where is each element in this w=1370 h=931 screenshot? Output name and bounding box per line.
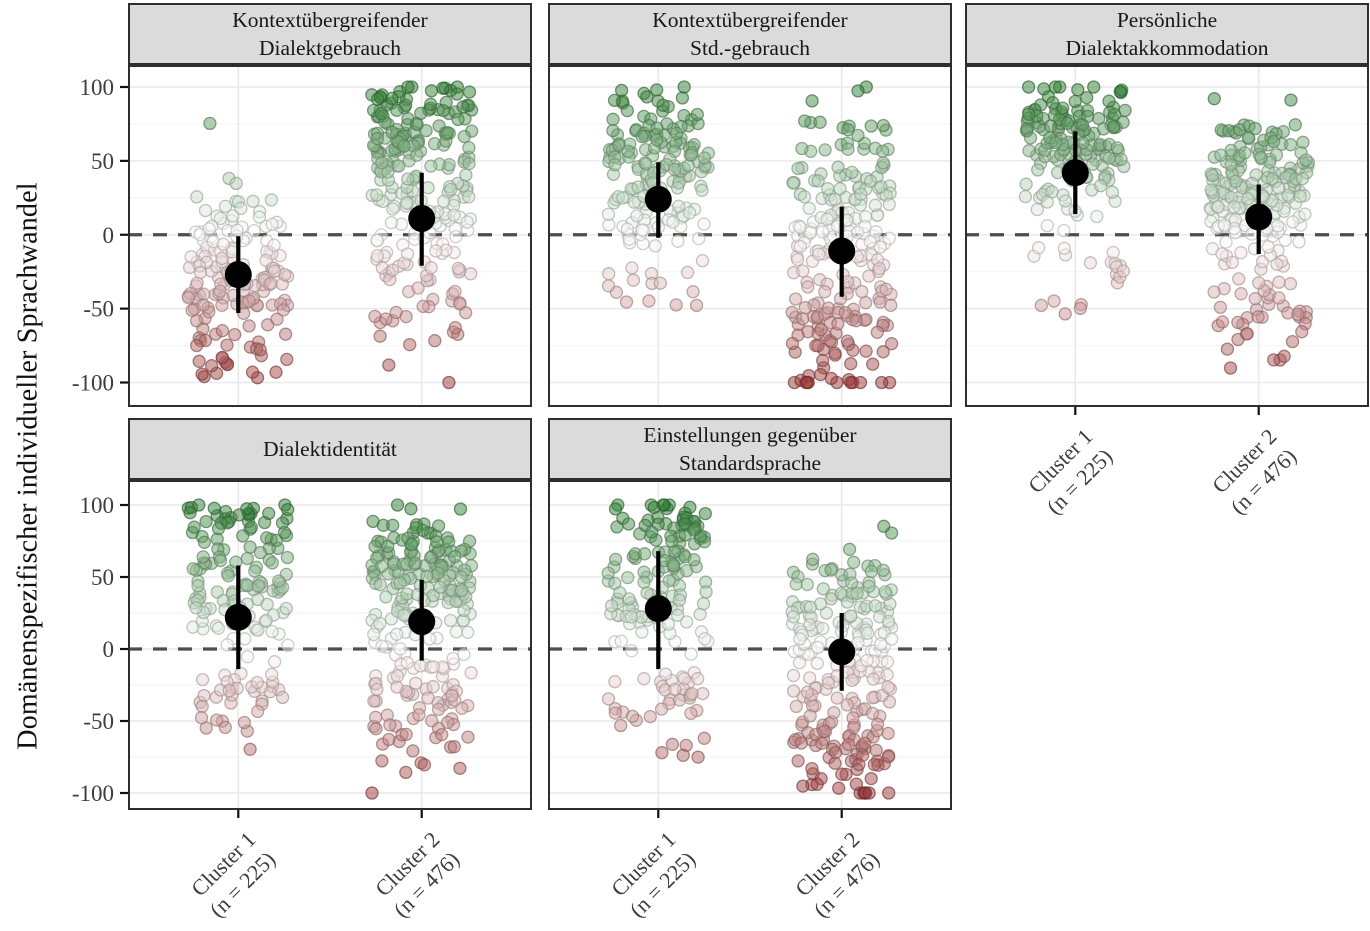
y-tick-label: 0 [103, 223, 115, 248]
facet-title-line: Std.-gebrauch [689, 36, 810, 60]
y-axis-title: Domänenspezifischer individueller Sprach… [0, 0, 58, 931]
y-tick-label: 0 [103, 637, 115, 662]
y-tick-label: 100 [80, 75, 115, 100]
mean-pointranges [644, 162, 856, 297]
y-tick-label: -100 [72, 781, 114, 806]
y-axis-ticks-row2: 100 50 0 -50 -100 [52, 480, 128, 810]
y-tick-label: 50 [91, 149, 114, 174]
x-axis-block: Cluster 1 (n = 225) Cluster 2 (n = 476) [965, 407, 1369, 527]
facet-title-line: Persönliche [1116, 7, 1218, 32]
y-axis-title-text: Domänenspezifischer individueller Sprach… [13, 181, 45, 750]
facet-strip: Persönliche Dialektakkommodation [965, 3, 1369, 65]
facet-panel [128, 480, 532, 810]
facet-kontextuebergreifender-std-gebrauch: Kontextübergreifender Std.-gebrauch [548, 0, 952, 407]
facet-strip: Einstellungen gegenüber Standardsprache [548, 418, 952, 480]
x-tick-label: Cluster 2 (n = 476) [789, 826, 884, 923]
facet-kontextuebergreifender-dialektgebrauch: Kontextübergreifender Dialektgebrauch [128, 0, 532, 407]
y-tick-label: -50 [83, 709, 114, 734]
mean-pointranges [1061, 131, 1273, 254]
x-tick-label: Cluster 1 (n = 225) [1023, 423, 1118, 520]
y-tick-label: -100 [72, 371, 114, 396]
facet-strip: Dialektidentität [128, 418, 532, 480]
x-axis-block: Cluster 1 (n = 225) Cluster 2 (n = 476) [548, 810, 952, 930]
y-axis-ticks-row1: 100 50 0 -50 -100 [52, 65, 128, 407]
facet-panel [965, 65, 1369, 407]
facet-title-line: Dialektakkommodation [1065, 36, 1269, 60]
x-axis-block: Cluster 1 (n = 225) Cluster 2 (n = 476) [128, 810, 532, 930]
x-tick-label: Cluster 2 (n = 476) [369, 826, 464, 923]
y-tick-label: 50 [91, 565, 114, 590]
facet-panel [128, 65, 532, 407]
y-tick-label: 100 [80, 493, 115, 518]
facet-panel [548, 480, 952, 810]
facet-title-line: Kontextübergreifender [652, 7, 848, 32]
facet-title-line: Kontextübergreifender [232, 7, 428, 32]
x-tick-label: Cluster 2 (n = 476) [1206, 423, 1301, 520]
facet-title-line: Dialektidentität [263, 436, 397, 461]
x-tick-label: Cluster 1 (n = 225) [606, 826, 701, 923]
facet-title-line: Dialektgebrauch [258, 36, 402, 60]
mean-pointranges [224, 565, 436, 670]
x-tick-label: Cluster 1 (n = 225) [186, 826, 281, 923]
facet-dialektidentitaet: Dialektidentität [128, 0, 532, 810]
facet-title-line: Einstellungen gegenüber [643, 422, 857, 447]
facet-strip: Kontextübergreifender Dialektgebrauch [128, 3, 532, 65]
y-tick-label: -50 [83, 297, 114, 322]
facet-strip: Kontextübergreifender Std.-gebrauch [548, 3, 952, 65]
jitter-points [601, 498, 899, 800]
facet-einstellungen-gegenueber-standardsprache: Einstellungen gegenüber Standardsprache [548, 0, 952, 810]
mean-pointranges [224, 172, 436, 314]
facet-persoenliche-dialektakkommodation: Persönliche Dialektakkommodation [965, 0, 1369, 407]
facet-panel [548, 65, 952, 407]
jitter-points [181, 80, 479, 390]
jitter-points [601, 80, 899, 390]
mean-pointranges [644, 551, 856, 691]
facet-title-line: Standardsprache [678, 451, 822, 475]
